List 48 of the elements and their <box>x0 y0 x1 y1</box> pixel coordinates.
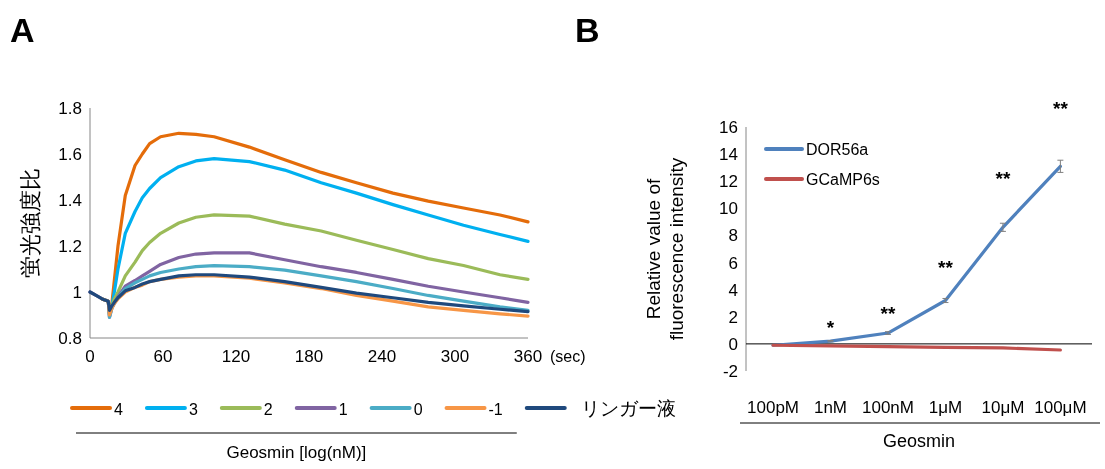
y-tick-label: 1 <box>72 283 82 302</box>
y-tick-label: 1.2 <box>58 237 82 256</box>
ylabel: 蛍光強度比 <box>18 168 43 278</box>
y-tick-label: 0.8 <box>58 329 82 348</box>
y-tick-label: 2 <box>728 307 738 327</box>
y-tick-label: 8 <box>728 226 738 246</box>
x-tick-label: 240 <box>367 347 397 366</box>
y-tick-label: 10 <box>719 199 738 219</box>
x-tick-label: 180 <box>294 347 324 366</box>
x-tick-label: 0 <box>85 347 95 366</box>
x-tick-label: 300 <box>440 347 470 366</box>
x-tick-label: 100nM <box>861 398 914 417</box>
x-axis-title: Geosmin <box>882 431 956 451</box>
y-tick-label: 4 <box>728 280 738 300</box>
annotation: ** <box>880 302 896 324</box>
x-tick-label: 120 <box>221 347 251 366</box>
x-tick-label: 360 <box>513 347 543 366</box>
annotation: ** <box>995 168 1011 190</box>
annotation: ** <box>938 257 953 279</box>
ylabel: Relative value of fluorescence intensity <box>643 157 687 341</box>
legend-label: 4 <box>114 401 123 418</box>
y-tick-label: 1.6 <box>58 145 82 164</box>
chart-title: A <box>10 11 35 49</box>
legend-label: 3 <box>188 401 198 418</box>
y-tick-label: 16 <box>719 118 738 137</box>
x-tick-label: 1nM <box>813 398 848 417</box>
legend-label: -1 <box>488 401 503 418</box>
y-tick-label: 12 <box>719 172 738 192</box>
legend-label: GCaMP6s <box>806 171 880 188</box>
x-tick-label: 1μM <box>928 398 963 417</box>
x-axis-title: (sec) <box>550 348 586 365</box>
legend-label: DOR56a <box>806 141 869 158</box>
annotation: ** <box>1053 97 1068 119</box>
annotation: * <box>826 316 835 338</box>
x-tick-label: 100pM <box>747 398 800 417</box>
y-tick-label: 1.4 <box>58 191 82 210</box>
x-tick-label: 60 <box>153 347 173 366</box>
y-tick-label: 14 <box>719 145 738 165</box>
y-tick-label: 6 <box>728 253 738 273</box>
legend-label: 2 <box>263 401 273 418</box>
legend-label: 1 <box>338 401 348 418</box>
legend-title: Geosmin [log(nM)] <box>226 443 367 462</box>
x-tick-label: 100μM <box>1034 398 1087 417</box>
x-tick-label: 10μM <box>981 398 1025 417</box>
y-tick-label: 1.8 <box>58 99 82 118</box>
legend-label: リンガー液 <box>580 398 676 419</box>
y-tick-label: -2 <box>722 362 738 381</box>
chart-title: B <box>575 11 600 49</box>
